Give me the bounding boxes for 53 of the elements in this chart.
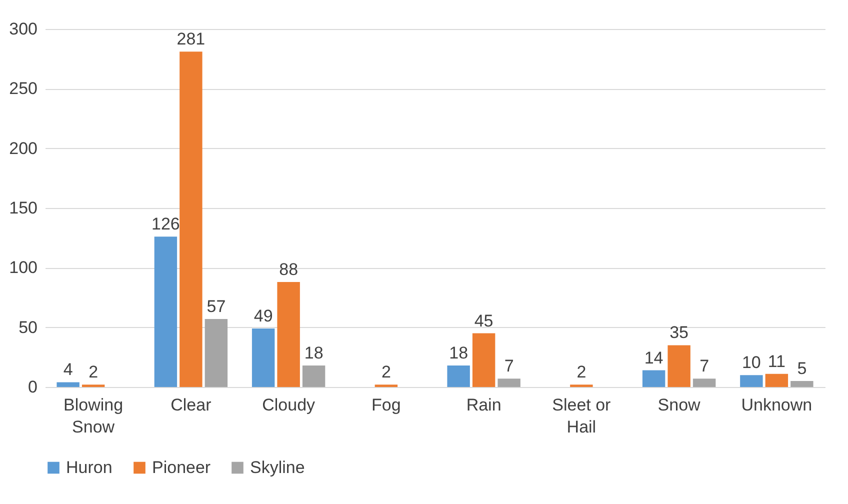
bar	[765, 374, 788, 387]
x-tick-label: Snow	[658, 396, 702, 414]
bar	[180, 52, 202, 387]
x-tick-label: Blowing Snow	[64, 396, 124, 436]
data-label: 49	[254, 306, 273, 326]
bar	[498, 378, 520, 387]
y-tick-label: 50	[18, 318, 38, 337]
data-label: 2	[576, 362, 586, 382]
x-tick-label: Fog	[372, 396, 401, 414]
data-label: 45	[474, 311, 494, 330]
data-label: 57	[206, 296, 226, 316]
bar	[277, 282, 300, 387]
bar	[790, 381, 814, 387]
data-label: 4	[63, 360, 73, 380]
bar	[252, 328, 275, 387]
data-label: 18	[449, 344, 468, 363]
bar	[447, 366, 470, 387]
y-tick-label: 250	[9, 79, 38, 98]
legend-label: Skyline	[250, 458, 305, 477]
y-tick-label: 150	[9, 198, 38, 218]
bar	[56, 382, 80, 387]
y-tick-label: 100	[9, 258, 38, 278]
legend-label: Huron	[66, 458, 112, 477]
data-label: 126	[152, 214, 180, 234]
data-label: 7	[700, 356, 710, 376]
bar	[472, 333, 496, 387]
x-tick-label: Cloudy	[262, 396, 316, 414]
data-label: 88	[279, 260, 298, 279]
data-label: 14	[644, 348, 664, 368]
bar	[668, 345, 690, 387]
bar	[302, 366, 326, 387]
data-label: 7	[504, 356, 514, 376]
x-tick-label: Rain	[466, 396, 502, 414]
y-tick-label: 300	[9, 20, 38, 38]
y-tick-label: 200	[9, 138, 38, 158]
data-label: 35	[670, 323, 689, 342]
bar	[740, 375, 763, 387]
x-tick-label: Unknown	[741, 396, 812, 414]
data-label: 10	[742, 353, 761, 372]
data-label: 2	[88, 362, 98, 382]
data-label: 11	[768, 352, 786, 371]
bar	[642, 370, 666, 387]
data-label: 5	[797, 359, 807, 378]
y-tick-label: 0	[28, 378, 38, 396]
bar	[204, 318, 228, 387]
x-tick-label: Clear	[170, 396, 212, 414]
bar	[154, 236, 178, 387]
data-label: 18	[304, 344, 324, 363]
x-tick-label: Sleet or Hail	[552, 396, 612, 436]
legend-label: Pioneer	[152, 458, 211, 477]
data-label: 281	[176, 30, 206, 49]
bar	[692, 378, 716, 387]
data-label: 2	[381, 362, 391, 382]
